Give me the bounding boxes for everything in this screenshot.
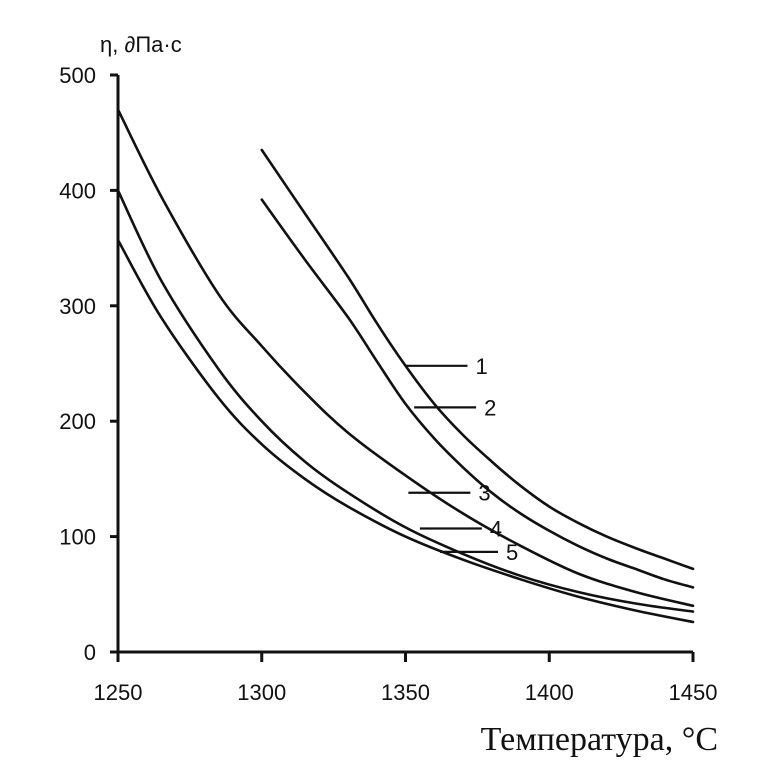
axes <box>116 75 693 654</box>
y-tick-label: 100 <box>59 525 96 550</box>
x-ticks: 1250 1300 1350 1400 1450 <box>94 652 718 705</box>
x-tick-label: 1450 <box>669 680 718 705</box>
series-group: 1 2 345 <box>116 108 695 624</box>
x-tick-label: 1350 <box>381 680 430 705</box>
series-line-4 <box>116 189 695 613</box>
series-line-1 <box>260 148 695 571</box>
y-tick-label: 500 <box>59 63 96 88</box>
x-tick-label: 1300 <box>237 680 286 705</box>
series-line-2 <box>260 198 695 589</box>
series-line-3 <box>116 108 695 608</box>
series-label-4: 4 <box>490 517 502 542</box>
series-label-3: 3 <box>478 481 490 506</box>
series-line-5 <box>116 238 695 624</box>
series-label-1: 1 <box>476 354 488 379</box>
series-label-5: 5 <box>506 540 518 565</box>
series-label-2: 2 <box>484 395 496 420</box>
x-axis-label: Температура, °C <box>481 721 718 758</box>
y-tick-label: 400 <box>59 178 96 203</box>
y-tick-label: 200 <box>59 409 96 434</box>
y-tick-label: 0 <box>84 640 96 665</box>
x-tick-label: 1400 <box>525 680 574 705</box>
x-tick-label: 1250 <box>94 680 143 705</box>
y-axis-label: η, ∂Па·с <box>100 32 182 57</box>
y-ticks: 0 100 200 300 400 500 <box>59 63 118 665</box>
y-tick-label: 300 <box>59 294 96 319</box>
